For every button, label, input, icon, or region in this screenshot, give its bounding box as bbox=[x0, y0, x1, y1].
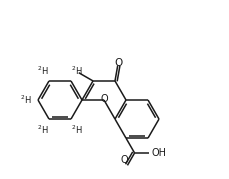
Text: $^{2}$H: $^{2}$H bbox=[71, 123, 82, 136]
Text: $^{2}$H: $^{2}$H bbox=[37, 64, 49, 77]
Text: O: O bbox=[100, 94, 107, 104]
Text: OH: OH bbox=[151, 148, 166, 158]
Text: $^{2}$H: $^{2}$H bbox=[71, 64, 82, 77]
Text: O: O bbox=[120, 155, 128, 165]
Text: $^{2}$H: $^{2}$H bbox=[20, 94, 32, 106]
Text: O: O bbox=[114, 58, 122, 68]
Text: $^{2}$H: $^{2}$H bbox=[37, 123, 49, 136]
